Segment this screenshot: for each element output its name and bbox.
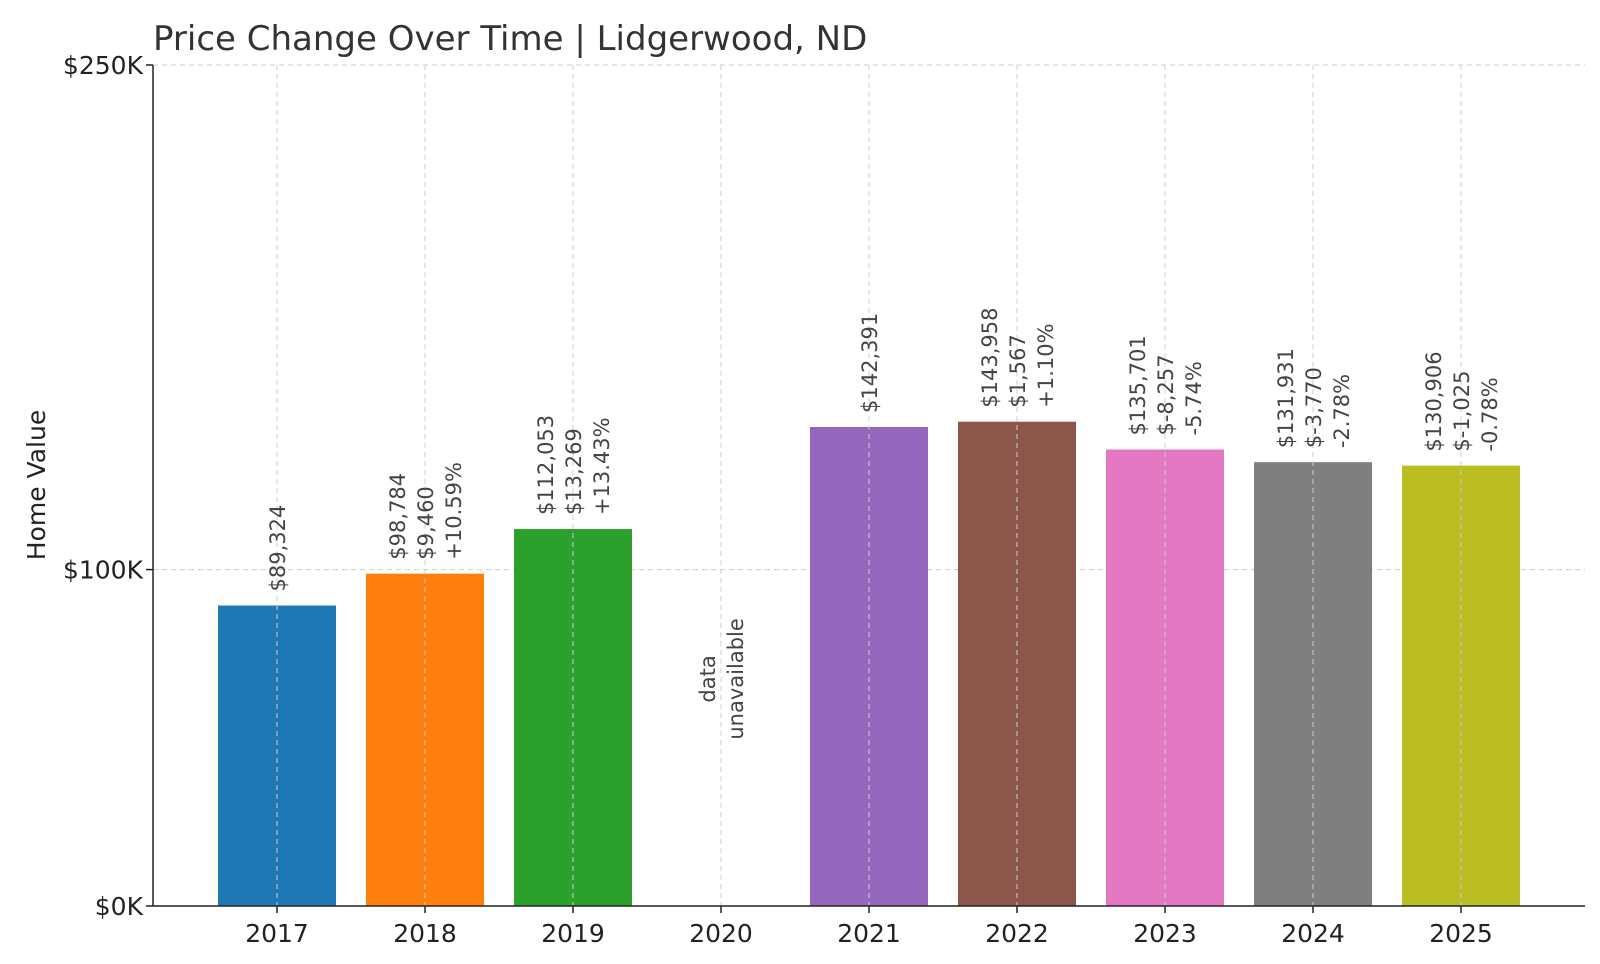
bar-annotation: $89,324: [266, 505, 290, 592]
chart-title: Price Change Over Time | Lidgerwood, ND: [153, 19, 867, 59]
bar-annotation: $-8,257: [1154, 354, 1178, 435]
bar-annotation: $131,931: [1274, 348, 1298, 448]
bar-annotation: $-1,025: [1450, 371, 1474, 452]
bar-annotation: +13.43%: [590, 417, 614, 515]
bar-annotation: -2.78%: [1330, 374, 1354, 448]
tick-layer: $0K $100K $250K 2017 2018 2019 2020 2021 2022 202…: [63, 51, 1493, 948]
bar-annotation: $112,053: [534, 415, 558, 515]
bar-annotation: -5.74%: [1182, 361, 1206, 435]
bar-annotation: $-3,770: [1302, 367, 1326, 448]
x-tick-label: 2021: [837, 919, 901, 948]
bar-annotation: unavailable: [724, 618, 748, 739]
x-tick-label: 2019: [541, 919, 605, 948]
x-tick-label: 2022: [985, 919, 1049, 948]
y-tick-label: $100K: [63, 556, 144, 585]
bar-annotation: +1.10%: [1034, 323, 1058, 407]
x-tick-label: 2017: [245, 919, 309, 948]
y-axis-label: Home Value: [22, 410, 51, 560]
bar-annotation: +10.59%: [442, 462, 466, 560]
bar-annotation: $98,784: [386, 473, 410, 560]
y-tick-label: $250K: [63, 51, 144, 80]
annotation-layer: $89,324 $98,784 $9,460 +10.59% $112,053 $13,2…: [266, 308, 1502, 740]
x-tick-label: 2018: [393, 919, 457, 948]
bar-annotation: $13,269: [562, 428, 586, 515]
bar-annotation: $130,906: [1422, 351, 1446, 451]
bar-2017: [218, 605, 336, 906]
bar-annotation: $142,391: [858, 313, 882, 413]
x-tick-label: 2024: [1281, 919, 1345, 948]
x-tick-label: 2020: [689, 919, 753, 948]
bar-annotation: $9,460: [414, 486, 438, 559]
x-tick-label: 2025: [1429, 919, 1493, 948]
bar-annotation: $1,567: [1006, 334, 1030, 407]
bar-annotation: data: [696, 655, 720, 702]
y-tick-label: $0K: [95, 892, 144, 921]
bar-annotation: $143,958: [978, 308, 1002, 408]
bar-annotation: $135,701: [1126, 335, 1150, 435]
x-tick-label: 2023: [1133, 919, 1197, 948]
bar-annotation: -0.78%: [1478, 377, 1502, 451]
